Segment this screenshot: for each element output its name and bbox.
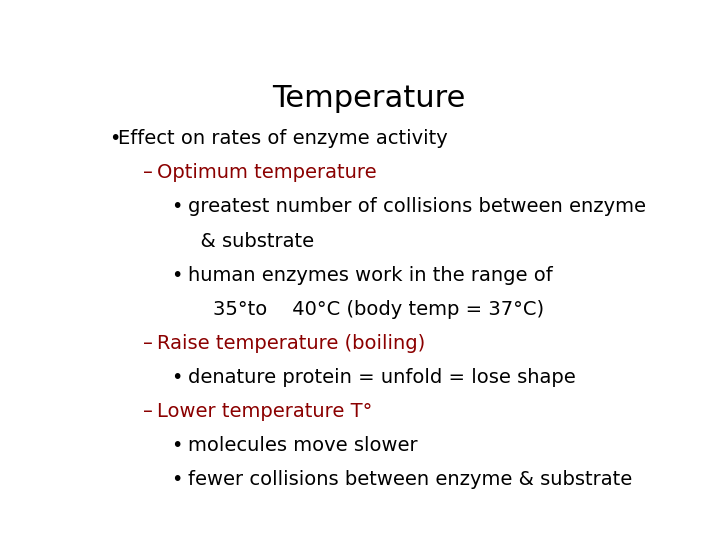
Text: human enzymes work in the range of: human enzymes work in the range of [188, 266, 552, 285]
Text: molecules move slower: molecules move slower [188, 436, 418, 455]
Text: •: • [109, 129, 121, 149]
Text: greatest number of collisions between enzyme: greatest number of collisions between en… [188, 198, 646, 217]
Text: & substrate: & substrate [188, 232, 314, 251]
Text: •: • [171, 266, 182, 285]
Text: denature protein = unfold = lose shape: denature protein = unfold = lose shape [188, 368, 575, 387]
Text: Effect on rates of enzyme activity: Effect on rates of enzyme activity [118, 129, 448, 149]
Text: –: – [143, 334, 153, 353]
Text: Raise temperature (boiling): Raise temperature (boiling) [157, 334, 426, 353]
Text: –: – [143, 402, 153, 421]
Text: Optimum temperature: Optimum temperature [157, 163, 377, 183]
Text: fewer collisions between enzyme & substrate: fewer collisions between enzyme & substr… [188, 470, 632, 489]
Text: –: – [143, 163, 153, 183]
Text: 35°to    40°C (body temp = 37°C): 35°to 40°C (body temp = 37°C) [188, 300, 544, 319]
Text: Lower temperature T°: Lower temperature T° [157, 402, 372, 421]
Text: Temperature: Temperature [272, 84, 466, 112]
Text: •: • [171, 470, 182, 489]
Text: •: • [171, 368, 182, 387]
Text: •: • [171, 436, 182, 455]
Text: •: • [171, 198, 182, 217]
